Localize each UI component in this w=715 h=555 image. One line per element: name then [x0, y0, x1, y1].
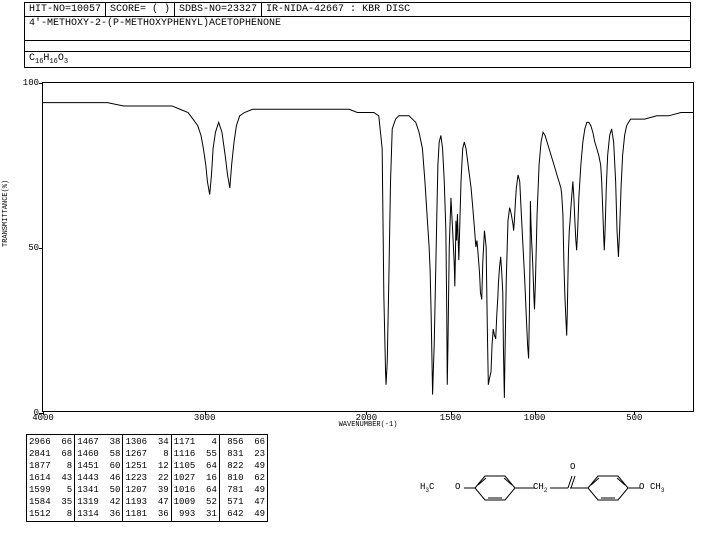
mol-left-ch3: H3C: [420, 482, 434, 494]
peak-row: 642 49: [222, 508, 265, 520]
peak-row: 571 47: [222, 496, 265, 508]
peak-row: 1460 58: [77, 448, 120, 460]
peak-row: 1319 42: [77, 496, 120, 508]
peak-row: 1009 52: [174, 496, 217, 508]
peak-row: 1116 55: [174, 448, 217, 460]
peak-row: 1451 60: [77, 460, 120, 472]
peak-row: 993 31: [174, 508, 217, 520]
peak-row: 1314 36: [77, 508, 120, 520]
spectrum-chart: WAVENUMBER(-1) 0501004000300020001500100…: [42, 82, 694, 412]
peak-row: 1027 16: [174, 472, 217, 484]
peak-row: 831 23: [222, 448, 265, 460]
ytick-label: 100: [21, 78, 39, 88]
molecule-structure: H3C O CH2 O O CH3: [420, 458, 700, 518]
peak-table: 2966 662841 681877 81614 431599 51584 35…: [26, 434, 268, 522]
mol-right-o: O: [639, 482, 644, 492]
peak-row: 1193 47: [125, 496, 168, 508]
peak-row: 1584 35: [29, 496, 72, 508]
peak-row: 1599 5: [29, 484, 72, 496]
peak-row: 1443 46: [77, 472, 120, 484]
peak-row: 1105 64: [174, 460, 217, 472]
peak-row: 1614 43: [29, 472, 72, 484]
peak-row: 1267 8: [125, 448, 168, 460]
mol-left-o: O: [455, 482, 460, 492]
mol-carbonyl-o: O: [570, 462, 575, 472]
peak-row: 1467 38: [77, 436, 120, 448]
spectrum-line: [43, 83, 693, 411]
ir-info-cell: IR-NIDA-42667 : KBR DISC: [262, 3, 690, 16]
formula: C16H16O3: [24, 51, 691, 68]
mol-ch2: CH2: [533, 482, 547, 494]
peak-block: 2966 662841 681877 81614 431599 51584 35…: [26, 434, 74, 522]
peak-row: 822 49: [222, 460, 265, 472]
peak-row: 1251 12: [125, 460, 168, 472]
peak-block: 1467 381460 581451 601443 461341 501319 …: [74, 434, 122, 522]
ytick-label: 50: [21, 243, 39, 253]
peak-row: 1207 39: [125, 484, 168, 496]
peak-row: 1181 36: [125, 508, 168, 520]
peak-row: 1512 8: [29, 508, 72, 520]
peak-row: 2966 66: [29, 436, 72, 448]
peak-row: 1306 34: [125, 436, 168, 448]
peak-row: 1171 4: [174, 436, 217, 448]
peak-row: 1016 64: [174, 484, 217, 496]
sdbs-no-cell: SDBS-NO=23327: [175, 3, 262, 16]
gap-row: [24, 41, 691, 51]
peak-row: 810 62: [222, 472, 265, 484]
header-row: HIT-NO=10057 SCORE= ( ) SDBS-NO=23327 IR…: [24, 2, 691, 17]
peak-row: 781 49: [222, 484, 265, 496]
mol-right-ch3: CH3: [650, 482, 664, 494]
peak-row: 1341 50: [77, 484, 120, 496]
peak-block: 856 66 831 23 822 49 810 62 781 49 571 4…: [219, 434, 268, 522]
peak-row: 1223 22: [125, 472, 168, 484]
peak-block: 1306 341267 81251 121223 221207 391193 4…: [122, 434, 170, 522]
compound-name: 4'-METHOXY-2-(P-METHOXYPHENYL)ACETOPHENO…: [24, 17, 691, 41]
y-axis-label: TRANSMITTANCE(%): [2, 180, 10, 247]
peak-row: 2841 68: [29, 448, 72, 460]
peak-block: 1171 41116 551105 641027 161016 641009 5…: [171, 434, 219, 522]
peak-row: 1877 8: [29, 460, 72, 472]
peak-row: 856 66: [222, 436, 265, 448]
hit-no-cell: HIT-NO=10057: [25, 3, 106, 16]
score-cell: SCORE= ( ): [106, 3, 175, 16]
